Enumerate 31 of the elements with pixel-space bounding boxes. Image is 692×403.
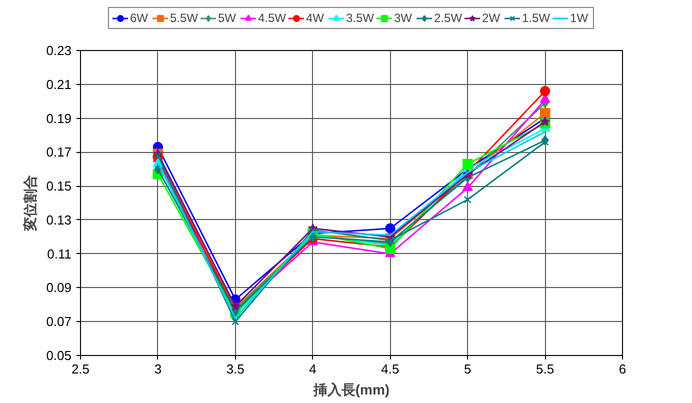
legend-label: 1.5W <box>522 11 550 25</box>
x-tick-label: 5.5 <box>536 362 554 376</box>
x-tick-label: 4.5 <box>381 362 400 376</box>
y-tick-label: 0.23 <box>46 43 72 58</box>
legend-label: 3.5W <box>346 11 374 25</box>
y-tick-label: 0.17 <box>46 144 72 160</box>
legend-label: 6W <box>130 11 149 25</box>
legend-label: 5.5W <box>170 11 198 25</box>
y-axis-title: 変位割合 <box>22 175 38 232</box>
x-tick-label: 4 <box>309 362 316 376</box>
y-tick-label: 0.19 <box>46 110 72 126</box>
legend-label: 1W <box>570 11 590 25</box>
y-tick-label: 0.21 <box>46 76 72 92</box>
legend-label: 4W <box>306 11 325 25</box>
legend-label: 4.5W <box>258 11 286 25</box>
y-tick-label: 0.13 <box>46 212 72 228</box>
y-tick-label: 0.15 <box>46 178 72 194</box>
y-tick-label: 0.11 <box>47 246 72 262</box>
x-tick-label: 2.5 <box>71 362 90 376</box>
x-tick-label: 6 <box>618 362 626 376</box>
x-tick-label: 5 <box>464 362 472 376</box>
legend-label: 3W <box>394 11 413 25</box>
y-tick-label: 0.09 <box>46 280 72 296</box>
y-tick-label: 0.05 <box>46 348 72 363</box>
legend-label: 5W <box>218 11 237 25</box>
x-axis-title: 挿入長(mm) <box>312 382 390 398</box>
legend-label: 2.5W <box>434 11 462 25</box>
x-tick-label: 3.5 <box>226 362 244 376</box>
x-tick-label: 3 <box>154 362 162 376</box>
legend-label: 2W <box>482 11 502 25</box>
y-tick-label: 0.07 <box>46 314 72 330</box>
